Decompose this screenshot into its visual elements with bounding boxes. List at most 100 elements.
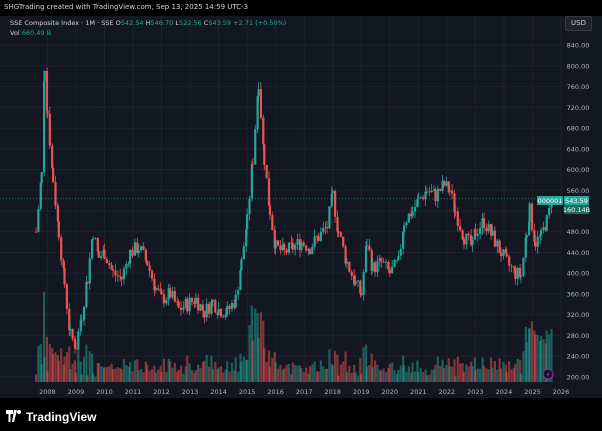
volume-bar — [485, 368, 488, 382]
volume-bar — [498, 358, 501, 382]
candle-body — [233, 303, 236, 308]
symbol-badge-text: 000001 — [538, 197, 563, 205]
volume-bar — [395, 374, 399, 382]
candle-body — [350, 271, 353, 276]
volume-bar — [298, 365, 302, 382]
volume-bar — [157, 369, 160, 382]
volume-bar — [142, 372, 145, 382]
candle-body — [283, 244, 286, 250]
candle-body — [447, 181, 450, 192]
candle-body — [393, 260, 396, 267]
volume-bar — [548, 334, 551, 382]
volume-bar — [240, 361, 243, 382]
last-volume-tag — [564, 205, 589, 214]
candle-body — [69, 328, 72, 331]
volume-bar — [368, 365, 371, 382]
currency-button[interactable]: USD — [565, 16, 592, 31]
volume-bar — [405, 371, 408, 382]
candle-body — [528, 203, 531, 222]
candle-body — [237, 290, 240, 295]
volume-bar — [45, 336, 49, 382]
candle-body — [485, 227, 488, 232]
volume-bar — [337, 375, 340, 382]
candle-body — [111, 269, 115, 271]
x-tick-label: 2009 — [68, 388, 85, 396]
chart-credit: SHGTrading created with TradingView.com,… — [4, 3, 249, 11]
candle-body — [125, 263, 128, 269]
volume-bar — [424, 369, 427, 382]
candle-body — [362, 272, 365, 296]
candle-body — [103, 249, 106, 260]
volume-bar — [40, 364, 43, 382]
volume-bar — [265, 362, 268, 382]
volume-bar — [68, 346, 71, 382]
x-tick-label: 2011 — [125, 388, 142, 396]
volume-bar — [144, 361, 147, 382]
volume-bar — [344, 351, 347, 382]
volume-bar — [114, 368, 117, 382]
candle-body — [105, 259, 108, 264]
volume-bar — [411, 362, 414, 382]
candle-body — [85, 281, 88, 307]
volume-bar — [305, 367, 308, 382]
volume-bars — [34, 292, 553, 382]
candle-body — [417, 197, 420, 200]
last-price-tag — [564, 196, 589, 205]
candle-body — [548, 207, 551, 216]
volume-bar — [263, 348, 266, 382]
volume-bar — [179, 365, 183, 382]
candle-body — [197, 297, 200, 311]
volume-bar — [505, 371, 508, 382]
candle-body — [148, 265, 151, 271]
candle-body — [268, 205, 272, 216]
candle-body — [193, 301, 196, 304]
candle-body — [97, 251, 100, 258]
candle-body — [171, 291, 174, 298]
candle-body — [291, 243, 294, 250]
volume-bar — [205, 354, 208, 382]
volume-bar — [345, 371, 349, 382]
candle-body — [274, 240, 277, 249]
candle-body — [279, 245, 282, 251]
candle-body — [190, 297, 194, 302]
candle-body — [162, 294, 166, 304]
candle-body — [454, 211, 457, 213]
candle-body — [110, 264, 113, 270]
candle-body — [199, 304, 202, 311]
last-volume-text: 160.14B — [563, 206, 590, 214]
volume-bar — [308, 366, 312, 382]
volume-bar — [512, 367, 516, 382]
top-bar: SHGTrading created with TradingView.com,… — [0, 0, 602, 16]
chart-grid — [0, 16, 562, 384]
volume-bar — [122, 359, 126, 382]
candle-body — [86, 281, 89, 284]
candle-body — [127, 263, 130, 265]
volume-bar — [487, 369, 490, 382]
candle-body — [353, 275, 356, 285]
volume-bar — [508, 361, 511, 382]
volume-bar — [182, 373, 185, 382]
volume-bar — [479, 368, 482, 382]
volume-bar — [54, 352, 57, 382]
volume-bar — [399, 365, 402, 382]
y-tick-label: 600.00 — [567, 166, 590, 174]
volume-bar — [454, 376, 457, 382]
candle-body — [319, 231, 322, 241]
candle-body — [296, 239, 299, 245]
candle-body — [397, 255, 400, 261]
volume-bar — [85, 344, 88, 382]
volume-bar — [445, 365, 448, 382]
volume-bar — [226, 361, 229, 382]
volume-bar — [461, 363, 464, 382]
candle-body — [116, 275, 119, 277]
x-tick-label: 2026 — [553, 388, 570, 396]
volume-bar — [291, 362, 294, 382]
candle-body — [481, 218, 484, 229]
volume-bar — [380, 370, 383, 382]
x-tick-label: 2015 — [239, 388, 256, 396]
candle-body — [82, 306, 86, 321]
candle-body — [68, 308, 71, 331]
volume-bar — [259, 312, 263, 382]
volume-bar — [528, 327, 531, 382]
